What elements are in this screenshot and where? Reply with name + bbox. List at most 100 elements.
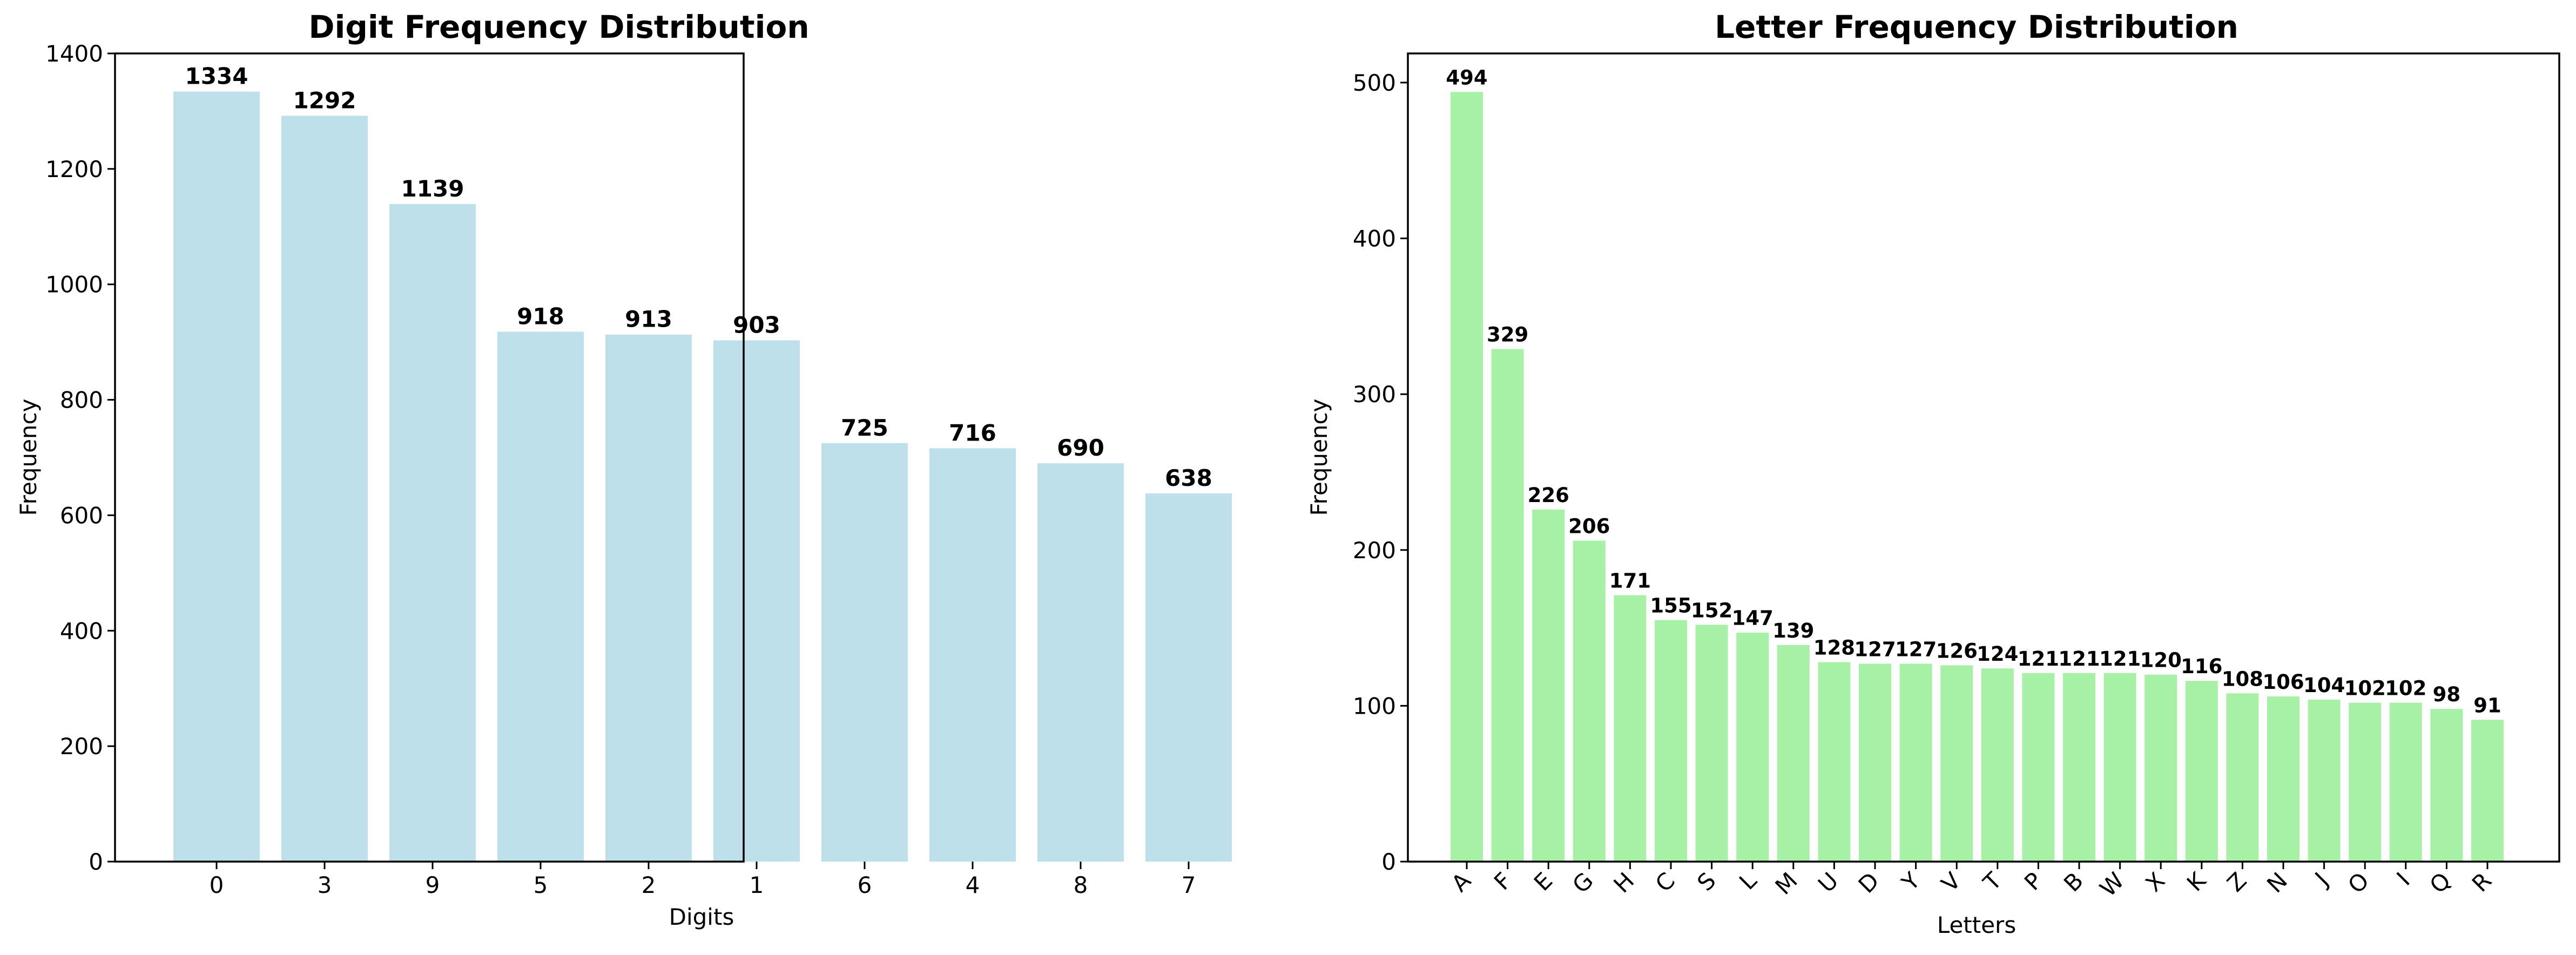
letter-value-label-P: 121 <box>2018 647 2059 670</box>
letter-y-tick-label-200: 200 <box>1353 537 1396 564</box>
letter-value-label-T: 124 <box>1977 642 2018 666</box>
digit-bar-5 <box>497 331 584 862</box>
digit-value-label-7: 638 <box>1165 465 1212 491</box>
digit-value-labels: 1334 1292 1139 918 913 903 725 716 690 638 <box>185 63 1212 491</box>
digit-y-axis-label: Frequency <box>15 399 42 516</box>
letter-x-tick-label-F: F <box>1489 867 1517 895</box>
letter-value-label-J: 104 <box>2303 674 2345 697</box>
digit-y-tick-label-0: 0 <box>89 849 103 875</box>
digit-value-label-1: 903 <box>733 311 780 338</box>
letter-x-tick-label-N: N <box>2262 867 2292 898</box>
letter-x-tick-label-M: M <box>1770 867 1803 899</box>
digit-x-tick-label-0: 0 <box>210 872 224 898</box>
letter-x-tick-label-U: U <box>1813 867 1843 897</box>
letter-bar-Z <box>2226 693 2259 862</box>
letter-x-tick-label-R: R <box>2467 867 2497 897</box>
letter-bar-W <box>2103 673 2136 862</box>
letter-value-label-M: 139 <box>1772 619 1814 642</box>
digit-y-tick-label-400: 400 <box>60 618 103 644</box>
letter-x-tick-label-H: H <box>1608 867 1639 898</box>
letter-x-tick-label-C: C <box>1650 867 1680 897</box>
digit-y-tick-label-1000: 1000 <box>45 272 103 298</box>
letter-bar-U <box>1818 662 1851 862</box>
digit-bar-9 <box>389 204 476 862</box>
letter-y-tick-label-300: 300 <box>1353 381 1396 408</box>
letter-bar-F <box>1491 349 1524 862</box>
digit-bar-4 <box>929 448 1016 862</box>
letter-x-tick-label-O: O <box>2343 867 2374 898</box>
digit-y-tick-label-600: 600 <box>60 502 103 529</box>
letter-bar-K <box>2185 681 2218 862</box>
letter-bar-R <box>2471 720 2504 862</box>
letter-value-label-F: 329 <box>1487 323 1528 346</box>
letter-value-label-N: 106 <box>2262 670 2304 694</box>
letter-x-tick-label-I: I <box>2391 867 2415 890</box>
digit-value-label-6: 725 <box>841 415 888 441</box>
digit-x-axis-label: Digits <box>669 904 734 930</box>
letter-y-axis-label: Frequency <box>1306 399 1332 516</box>
letter-bar-A <box>1451 92 1483 862</box>
digit-value-label-3: 1292 <box>293 87 356 113</box>
digit-y-tick-label-800: 800 <box>60 387 103 414</box>
digit-x-axis: 0 3 9 5 2 1 6 4 8 7 <box>210 862 1196 898</box>
letter-bar-D <box>1859 663 1891 862</box>
digit-value-label-0: 1334 <box>185 63 248 90</box>
letter-x-tick-label-W: W <box>2095 867 2129 902</box>
letter-value-label-I: 102 <box>2385 677 2426 700</box>
letter-bar-V <box>1940 665 1973 862</box>
letter-x-tick-label-T: T <box>1978 867 2007 896</box>
letter-chart: Letter Frequency Distribution 494 329 226 2… <box>1306 9 2560 938</box>
digit-y-tick-label-1200: 1200 <box>45 156 103 182</box>
letter-x-tick-label-K: K <box>2182 866 2211 896</box>
letter-value-label-K: 116 <box>2181 655 2222 678</box>
letter-x-tick-label-E: E <box>1529 867 1557 896</box>
digit-bar-6 <box>821 443 908 862</box>
digit-bar-2 <box>605 334 692 862</box>
letter-bar-X <box>2145 674 2177 862</box>
letter-value-label-B: 121 <box>2058 647 2100 670</box>
letter-value-label-Q: 98 <box>2433 683 2461 706</box>
letter-x-tick-label-L: L <box>1734 867 1762 895</box>
letter-bar-C <box>1655 620 1687 862</box>
digit-bar-3 <box>281 116 368 862</box>
letter-bar-Q <box>2430 709 2463 862</box>
letter-bar-T <box>1981 668 2014 862</box>
letter-value-label-C: 155 <box>1650 594 1691 618</box>
letter-bar-P <box>2022 673 2055 862</box>
letter-y-tick-label-500: 500 <box>1353 70 1396 96</box>
letter-value-label-O: 102 <box>2344 677 2386 700</box>
digit-bars <box>173 91 1232 862</box>
letter-value-label-H: 171 <box>1609 569 1651 592</box>
letter-value-label-G: 206 <box>1568 514 1610 538</box>
letter-plot-frame <box>1407 52 2560 863</box>
letter-x-tick-label-D: D <box>1853 867 1885 898</box>
letter-bar-B <box>2063 673 2095 862</box>
letter-x-tick-label-S: S <box>1692 867 1721 896</box>
letter-x-tick-label-B: B <box>2059 867 2088 897</box>
letter-y-tick-label-0: 0 <box>1381 849 1396 875</box>
letter-x-tick-label-Q: Q <box>2424 867 2456 898</box>
digit-x-tick-label-6: 6 <box>858 872 872 898</box>
letter-x-tick-label-J: J <box>2309 867 2334 892</box>
letter-y-tick-label-400: 400 <box>1353 226 1396 252</box>
letter-bar-S <box>1695 625 1728 862</box>
digit-x-tick-label-9: 9 <box>426 872 440 898</box>
digit-value-label-8: 690 <box>1057 435 1104 461</box>
digit-x-tick-label-7: 7 <box>1182 872 1196 898</box>
letter-value-label-E: 226 <box>1528 484 1569 507</box>
letter-x-tick-label-Y: Y <box>1896 867 1925 896</box>
letter-bar-G <box>1573 540 1606 862</box>
letter-value-label-S: 152 <box>1691 599 1732 622</box>
digit-chart: Digit Frequency Distribution 13341292113… <box>15 9 1232 930</box>
letter-value-label-D: 127 <box>1854 638 1896 661</box>
digit-y-tick-label-200: 200 <box>60 733 103 760</box>
letter-x-tick-label-P: P <box>2019 867 2048 896</box>
letter-value-label-R: 91 <box>2473 694 2501 717</box>
digit-value-label-9: 1139 <box>401 175 464 202</box>
digit-value-label-4: 716 <box>949 419 996 446</box>
letter-value-label-Y: 127 <box>1895 638 1937 661</box>
letter-value-labels: 4943292262061711551521471391281271271261… <box>1446 66 2501 717</box>
digit-x-tick-label-8: 8 <box>1074 872 1088 898</box>
